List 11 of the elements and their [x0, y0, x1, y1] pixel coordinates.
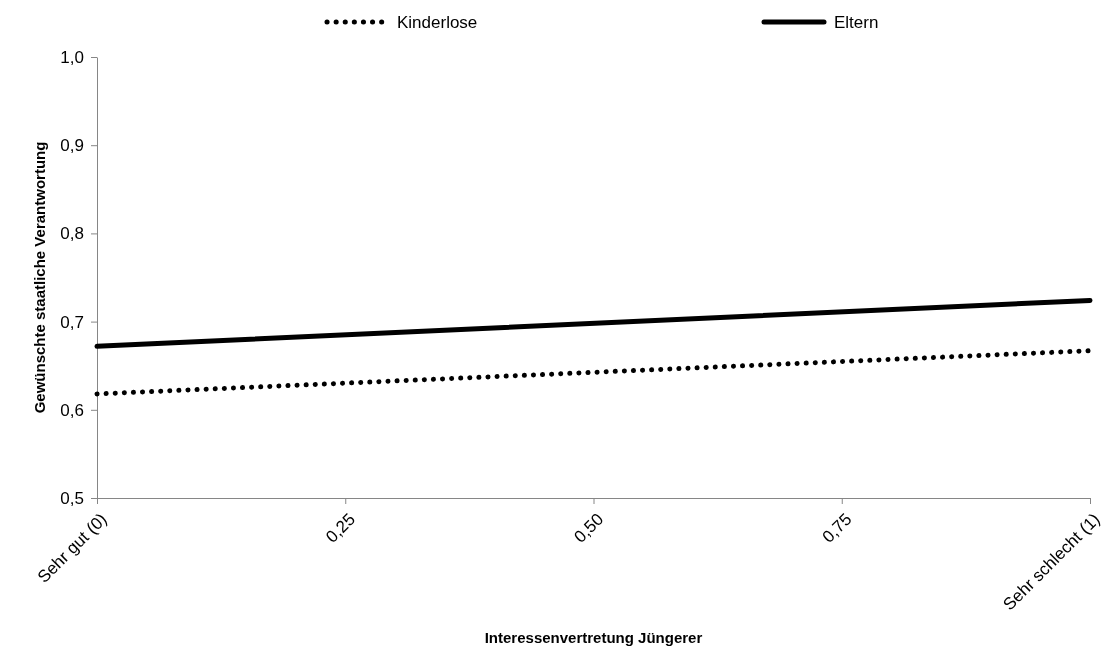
legend-label: Kinderlose [397, 13, 478, 32]
y-tick-label: 0,6 [60, 400, 84, 420]
x-tick-label: 0,50 [570, 509, 608, 547]
y-tick-label: 0,8 [60, 224, 84, 244]
y-axis-title: Gewünschte staatliche Verantwortung [31, 141, 48, 414]
y-tick-label: 0,7 [60, 312, 84, 332]
y-tick-label: 0,5 [60, 488, 84, 508]
x-axis-title: Interessenvertretung Jüngerer [484, 629, 703, 646]
legend-label: Eltern [834, 13, 879, 32]
y-tick-label: 1,0 [60, 47, 84, 67]
y-tick-label: 0,9 [60, 136, 84, 156]
